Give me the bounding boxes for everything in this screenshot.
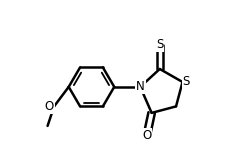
Text: O: O xyxy=(45,100,54,113)
Text: S: S xyxy=(156,38,163,51)
Text: O: O xyxy=(142,129,151,142)
Text: S: S xyxy=(183,75,190,89)
Text: N: N xyxy=(136,80,145,93)
